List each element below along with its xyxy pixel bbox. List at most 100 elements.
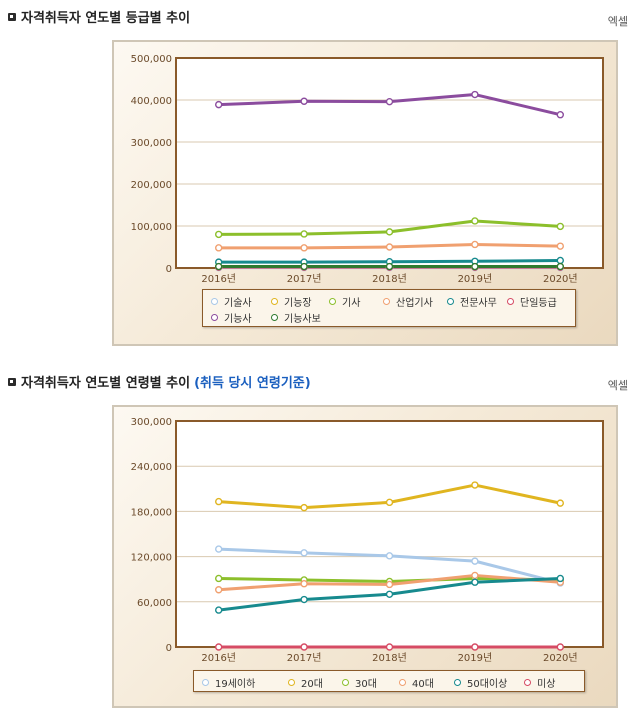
data-point[interactable] — [300, 595, 308, 604]
y-tick-label: 60,000 — [137, 598, 172, 609]
legend-marker-icon — [524, 679, 531, 686]
legend-label: 19세이하 — [215, 679, 256, 690]
data-point[interactable] — [556, 222, 564, 231]
data-point[interactable] — [471, 481, 479, 489]
data-point[interactable] — [556, 643, 564, 651]
data-point[interactable] — [471, 90, 479, 99]
data-point[interactable] — [385, 643, 394, 651]
data-point[interactable] — [300, 549, 308, 557]
legend-item[interactable]: 40대 — [399, 675, 434, 690]
data-point[interactable] — [556, 110, 564, 119]
data-point[interactable] — [471, 240, 479, 249]
data-point[interactable] — [556, 242, 564, 250]
data-point[interactable] — [214, 586, 223, 594]
data-point[interactable] — [385, 498, 394, 507]
legend-item[interactable]: 기술사 — [211, 294, 252, 309]
data-point[interactable] — [556, 256, 564, 265]
legend-label: 40대 — [412, 679, 434, 690]
legend-marker-icon — [507, 298, 514, 305]
y-tick-label: 240,000 — [131, 462, 172, 473]
data-point[interactable] — [556, 574, 564, 583]
section-title-note: (취득 당시 연령기준) — [194, 376, 311, 391]
y-tick-label: 300,000 — [131, 138, 172, 149]
data-point[interactable] — [214, 545, 223, 553]
y-tick-label: 100,000 — [131, 222, 172, 233]
x-tick-label: 2018년 — [372, 273, 407, 285]
x-tick-label: 2016년 — [201, 652, 236, 664]
y-tick-label: 0 — [166, 264, 172, 275]
data-point[interactable] — [556, 499, 564, 507]
legend-label: 기술사 — [224, 298, 252, 309]
legend-item[interactable]: 30대 — [342, 675, 377, 690]
legend-item[interactable]: 기사 — [329, 294, 360, 309]
section-title-text: 자격취득자 연도별 등급별 추이 — [21, 11, 191, 26]
excel-download-link[interactable]: 엑셀 — [607, 379, 628, 392]
legend-label: 30대 — [355, 679, 377, 690]
data-point[interactable] — [214, 230, 223, 239]
legend-marker-icon — [271, 314, 278, 321]
data-point[interactable] — [300, 97, 308, 105]
data-point[interactable] — [385, 97, 394, 106]
data-point[interactable] — [300, 503, 308, 512]
legend-marker-icon — [454, 679, 461, 686]
bullet-icon — [8, 377, 16, 386]
legend-item[interactable]: 산업기사 — [383, 294, 433, 309]
data-point[interactable] — [300, 580, 308, 588]
data-point[interactable] — [385, 262, 394, 271]
legend-item[interactable]: 미상 — [524, 675, 555, 690]
legend-marker-icon — [342, 679, 349, 686]
data-point[interactable] — [214, 262, 223, 271]
data-point[interactable] — [214, 497, 223, 506]
section-title-grade: 자격취득자 연도별 등급별 추이 — [8, 7, 190, 26]
chart-age-by-year: 0 60,000 120,000 180,000 240,000 300,000 2016년… — [131, 417, 604, 664]
legend-marker-icon — [399, 679, 406, 686]
section-title-age: 자격취득자 연도별 연령별 추이 (취득 당시 연령기준) — [8, 372, 311, 391]
legend-label: 전문사무 — [460, 298, 497, 309]
data-point[interactable] — [471, 571, 479, 580]
legend-item[interactable]: 19세이하 — [202, 675, 255, 690]
y-tick-label: 400,000 — [131, 96, 172, 107]
data-point[interactable] — [300, 244, 308, 252]
legend-marker-icon — [288, 679, 295, 686]
data-point[interactable] — [300, 643, 308, 651]
data-point[interactable] — [471, 643, 479, 651]
data-point[interactable] — [385, 228, 394, 236]
x-tick-label: 2019년 — [458, 273, 493, 285]
y-tick-label: 500,000 — [131, 54, 172, 65]
x-tick-label: 2018년 — [372, 652, 407, 664]
data-point[interactable] — [471, 217, 479, 225]
legend-label: 기능사보 — [284, 314, 321, 325]
legend-item[interactable]: 기능사 — [211, 310, 252, 325]
y-tick-label: 200,000 — [131, 180, 172, 191]
y-tick-label: 300,000 — [131, 417, 172, 428]
excel-download-link[interactable]: 엑셀 — [607, 15, 628, 28]
data-point[interactable] — [214, 100, 223, 109]
data-point[interactable] — [214, 244, 223, 252]
chart-panel-grade: 0 100,000 200,000 300,000 400,000 500,000 2016… — [112, 40, 618, 346]
legend-item[interactable]: 20대 — [288, 675, 323, 690]
data-point[interactable] — [556, 262, 564, 271]
legend-marker-icon — [211, 298, 218, 305]
data-point[interactable] — [214, 574, 223, 583]
data-point[interactable] — [471, 578, 479, 586]
data-point[interactable] — [214, 643, 223, 651]
legend-marker-icon — [202, 679, 209, 686]
y-tick-label: 180,000 — [131, 507, 172, 518]
data-point[interactable] — [385, 552, 394, 560]
data-point[interactable] — [300, 262, 308, 271]
legend-item[interactable]: 전문사무 — [447, 294, 497, 309]
legend-item[interactable]: 기능사보 — [271, 310, 321, 325]
data-point[interactable] — [471, 262, 479, 271]
legend-item[interactable]: 50대이상 — [454, 675, 507, 690]
data-point[interactable] — [385, 590, 394, 598]
data-point[interactable] — [471, 557, 479, 565]
data-point[interactable] — [385, 243, 394, 251]
data-point[interactable] — [214, 606, 223, 614]
data-point[interactable] — [300, 230, 308, 238]
chart-panel-age: 0 60,000 120,000 180,000 240,000 300,000 2016년… — [112, 405, 618, 708]
data-point[interactable] — [385, 580, 394, 589]
legend-item[interactable]: 기능장 — [271, 294, 312, 309]
legend-item[interactable]: 단일등급 — [507, 294, 557, 309]
legend-marker-icon — [447, 298, 454, 305]
